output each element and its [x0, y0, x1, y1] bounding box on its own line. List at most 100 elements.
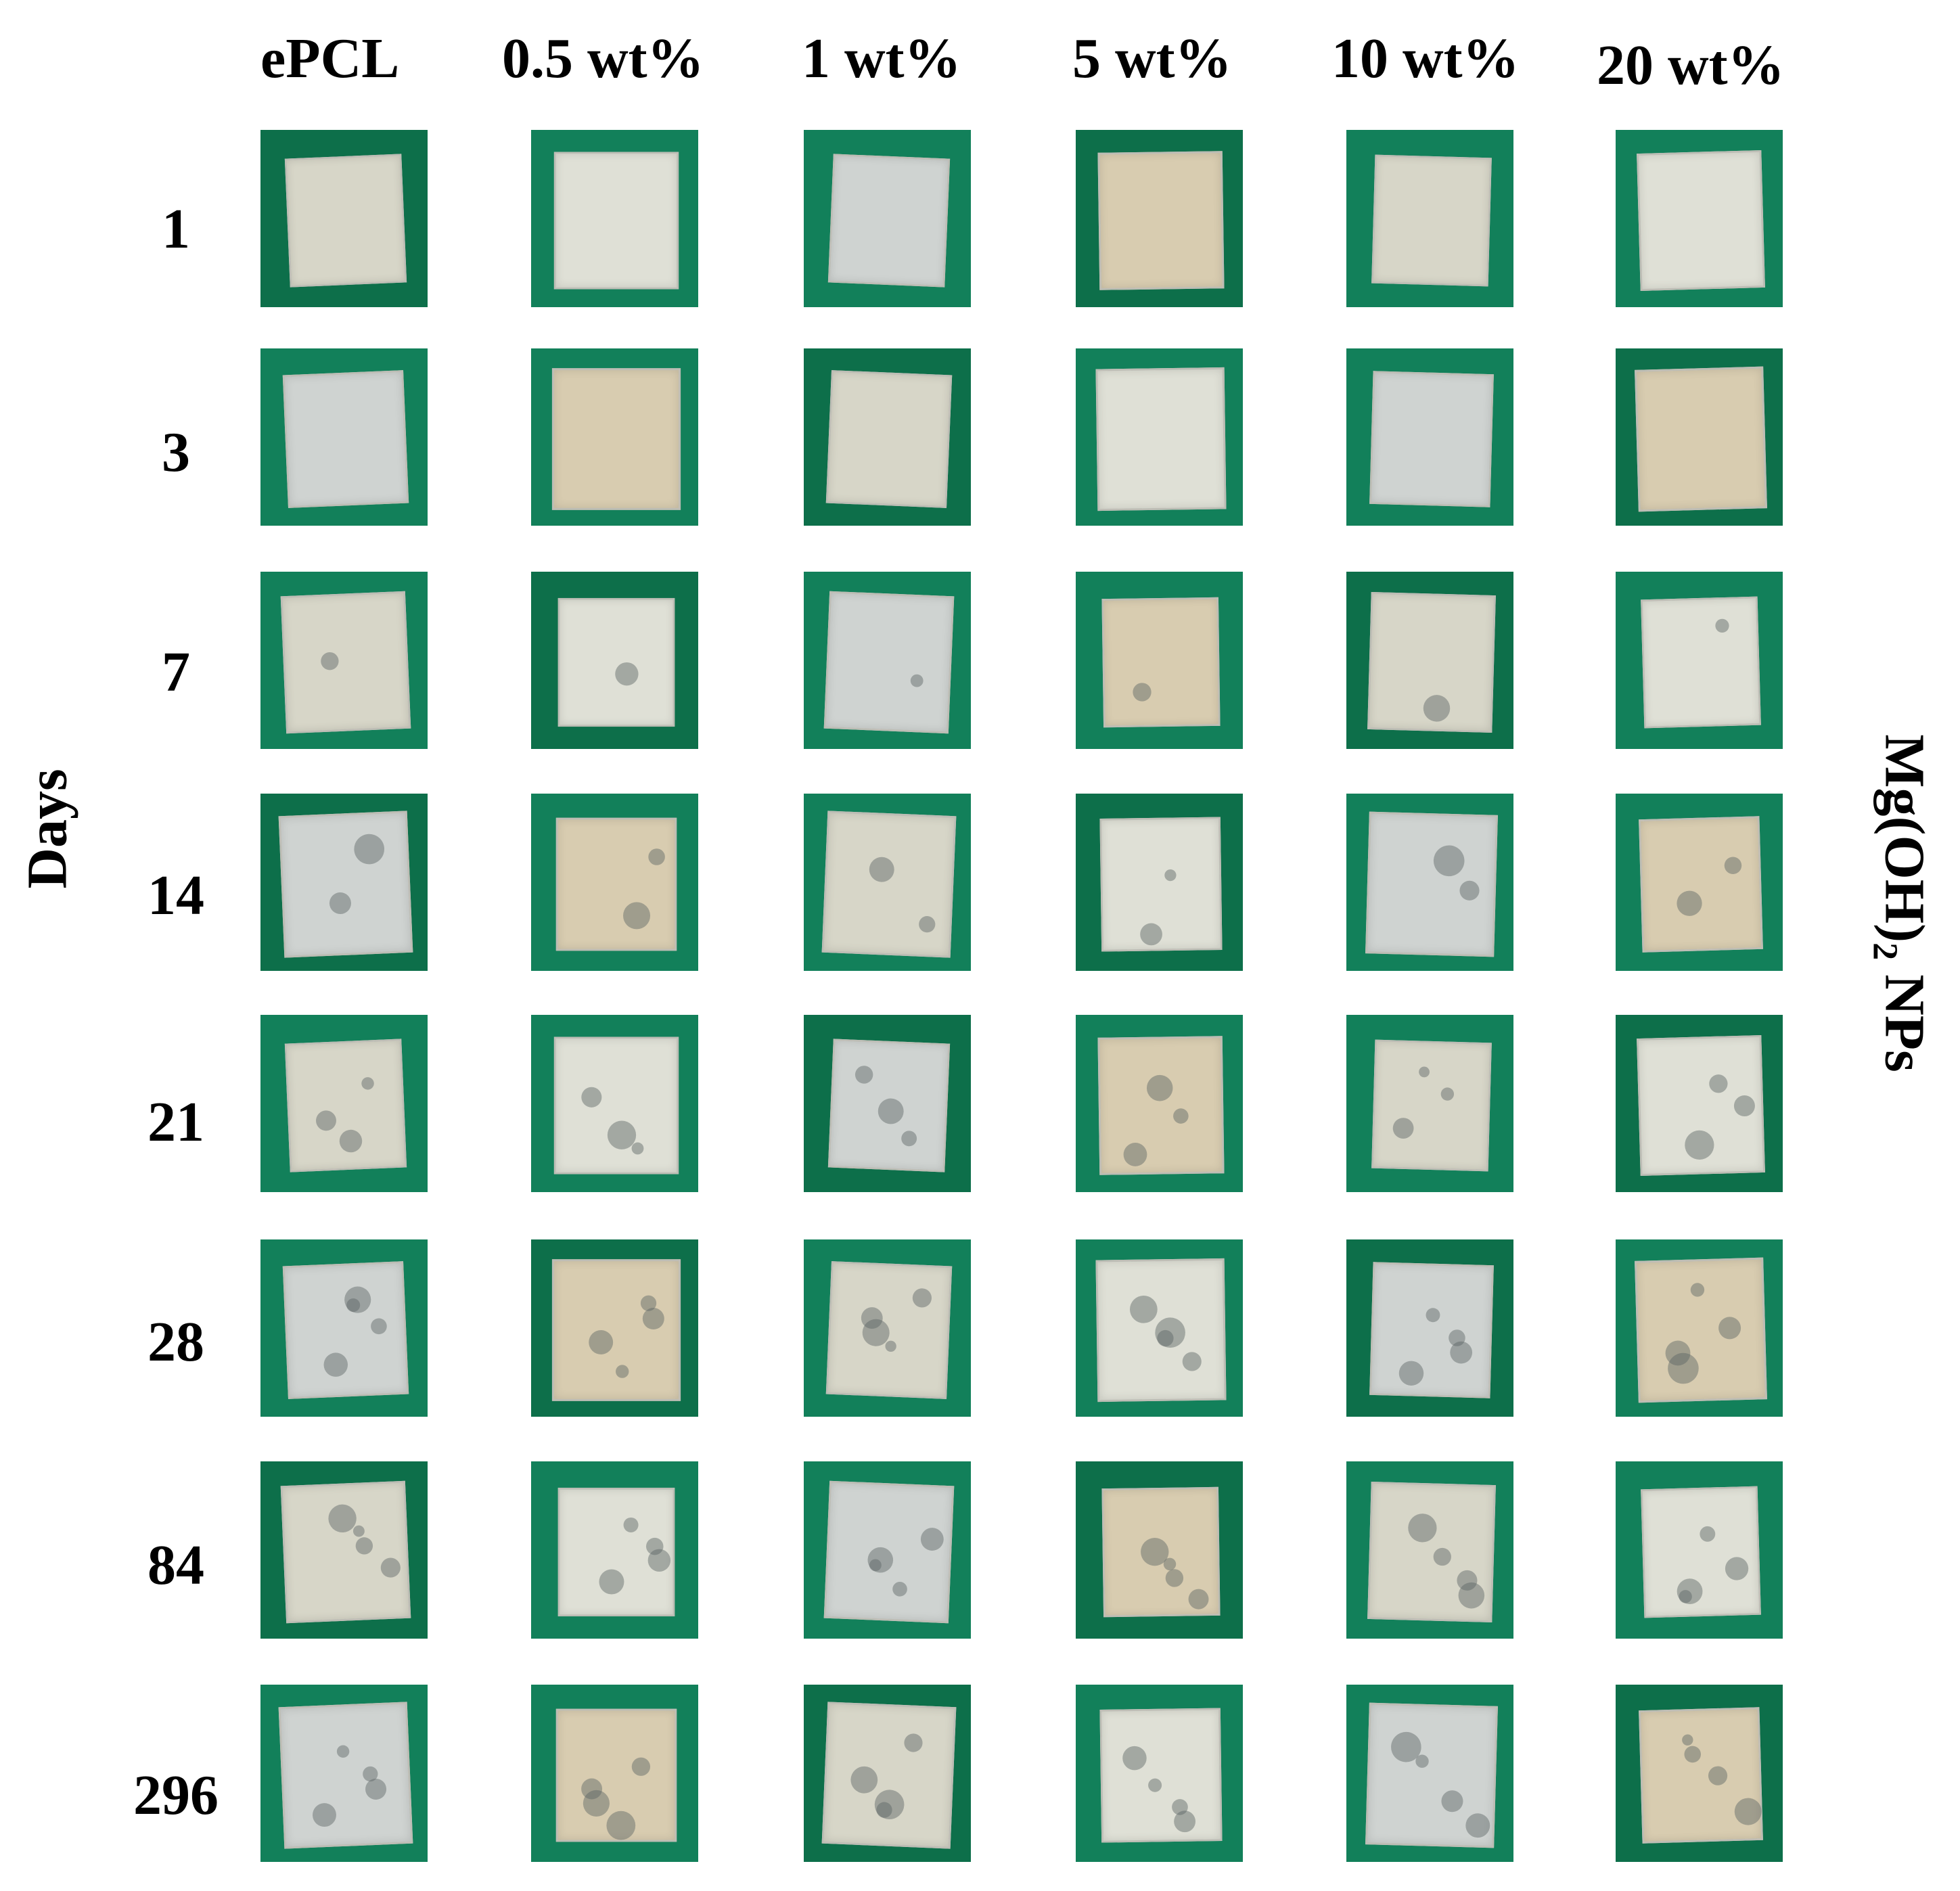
film-sample [1099, 1708, 1223, 1843]
degradation-spot [850, 1766, 879, 1794]
degradation-spot [920, 1527, 944, 1551]
degradation-spot [1734, 1798, 1762, 1826]
film-sample [278, 1702, 413, 1849]
sample-photo [1076, 1015, 1243, 1192]
film-sample [1365, 811, 1498, 957]
film-sample [551, 1259, 681, 1401]
sample-photo [1346, 130, 1513, 307]
film-sample [555, 817, 677, 951]
sample-photo [1076, 794, 1243, 971]
row-header-day-14: 14 [147, 864, 204, 927]
days-axis-label: Days [16, 769, 79, 889]
sample-photo [531, 348, 698, 526]
sample-photo [260, 130, 428, 307]
degradation-spot [1449, 1341, 1473, 1364]
sample-photo [1076, 1239, 1243, 1417]
sample-photo [531, 130, 698, 307]
degradation-spot [1182, 1352, 1202, 1371]
degradation-spot [1164, 869, 1177, 882]
degradation-spot [1433, 1547, 1452, 1566]
degradation-spot [1441, 1790, 1463, 1813]
degradation-spot [901, 1130, 917, 1147]
film-sample [1099, 817, 1223, 952]
sample-photo [1616, 1685, 1783, 1862]
degradation-spot [1423, 694, 1451, 723]
degradation-spot [581, 1778, 603, 1800]
film-sample [1101, 1486, 1221, 1618]
sample-photo [531, 1239, 698, 1417]
degradation-spot [1715, 618, 1729, 633]
film-sample [284, 154, 407, 288]
sample-photo [1076, 348, 1243, 526]
row-header-day-1: 1 [162, 198, 190, 260]
sample-photo [1346, 1015, 1513, 1192]
degradation-spot [616, 1365, 629, 1378]
film-sample [557, 597, 675, 727]
sample-photo [260, 1015, 428, 1192]
film-sample [282, 370, 409, 508]
degradation-spot [1733, 1095, 1756, 1117]
film-sample [557, 1487, 675, 1617]
degradation-spot [323, 1352, 348, 1377]
degradation-spot [640, 1295, 657, 1311]
column-header-20-wt: 20 wt% [1597, 34, 1785, 97]
column-header-10-wt: 10 wt% [1331, 27, 1520, 90]
degradation-spot [912, 1288, 932, 1308]
sample-photo [1346, 572, 1513, 749]
mgoh2-label-main: Mg(OH) [1873, 734, 1936, 943]
mgoh2-nps-axis-label: Mg(OH)2 NPs [1865, 734, 1938, 1072]
column-header-1-wt: 1 wt% [802, 27, 961, 90]
degradation-spot [918, 915, 936, 933]
film-sample [1635, 366, 1767, 512]
film-sample [280, 1480, 411, 1624]
sample-photo [1346, 1685, 1513, 1862]
sample-photo [531, 1015, 698, 1192]
sample-photo [1076, 1685, 1243, 1862]
degradation-spot [1708, 1074, 1728, 1093]
film-sample [823, 1480, 955, 1624]
degradation-spot [1440, 1087, 1455, 1101]
row-header-day-3: 3 [162, 421, 190, 484]
row-header-day-28: 28 [147, 1311, 204, 1373]
sample-photo [804, 572, 971, 749]
sample-photo [260, 1461, 428, 1639]
film-sample [827, 1039, 951, 1172]
degradation-spot [631, 1142, 644, 1155]
degradation-spot [589, 1330, 614, 1354]
film-sample [280, 591, 411, 734]
sample-photo [1616, 348, 1783, 526]
degradation-spot [854, 1065, 873, 1085]
film-sample [1095, 367, 1227, 511]
degradation-spot [1690, 1282, 1705, 1297]
sample-photo [260, 348, 428, 526]
film-sample [825, 1261, 953, 1399]
sample-photo [531, 1685, 698, 1862]
film-sample [553, 1036, 679, 1175]
degradation-spot [581, 1087, 602, 1108]
sample-photo [1616, 572, 1783, 749]
degradation-spot [1392, 1117, 1414, 1139]
sample-photo [804, 130, 971, 307]
sample-photo [1346, 1239, 1513, 1417]
sample-photo [804, 1461, 971, 1639]
column-header-5-wt: 5 wt% [1072, 27, 1232, 90]
degradation-spot [1133, 683, 1152, 702]
sample-photo [1076, 1461, 1243, 1639]
sample-photo [804, 1685, 971, 1862]
sample-photo [531, 794, 698, 971]
degradation-spot [647, 1549, 671, 1572]
mgoh2-label-suffix: NPs [1873, 960, 1936, 1072]
sample-photo [1076, 130, 1243, 307]
film-sample [555, 1708, 677, 1842]
film-sample [1095, 1258, 1227, 1403]
film-sample [1639, 1707, 1763, 1844]
degradation-spot [1667, 1352, 1700, 1384]
row-header-day-84: 84 [147, 1534, 204, 1597]
degradation-spot [903, 1733, 924, 1753]
degradation-spot [1725, 1556, 1749, 1581]
sample-photo [1616, 1015, 1783, 1192]
film-sample [1367, 591, 1496, 733]
sample-photo [1346, 1461, 1513, 1639]
film-sample [1097, 1036, 1225, 1175]
sample-photo [804, 1239, 971, 1417]
